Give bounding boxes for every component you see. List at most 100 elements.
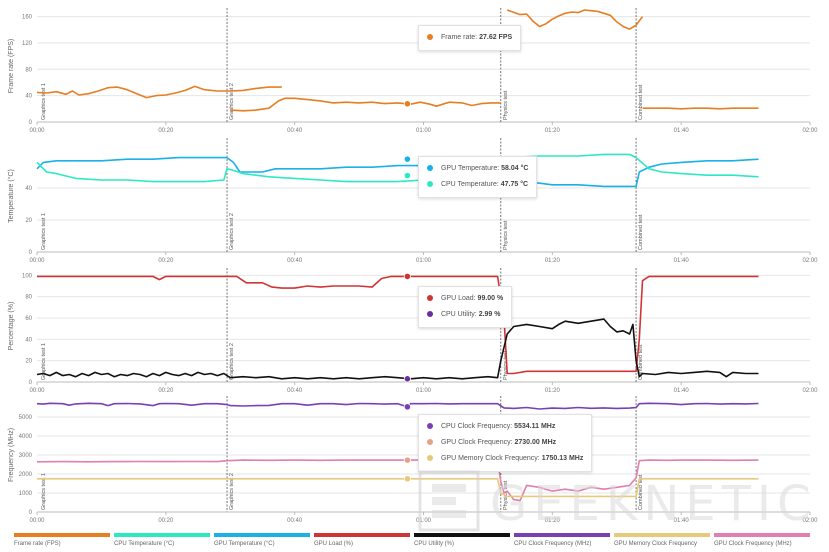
tooltip-label: CPU Utility:	[440, 311, 477, 318]
hover-point	[403, 100, 411, 108]
series-line-3	[37, 478, 759, 498]
y-tick-label: 40	[25, 94, 32, 100]
x-tick-label: 00:00	[29, 258, 45, 264]
x-tick-label: 00:40	[287, 258, 303, 264]
test-label: Graphics test 1	[41, 473, 47, 510]
legend-swatch-gpu-mem-clock[interactable]	[614, 533, 710, 537]
x-tick-label: 01:20	[545, 128, 561, 134]
legend-swatch-cpu-clock[interactable]	[514, 533, 610, 537]
y-axis-label: Temperature (°C)	[7, 169, 15, 223]
y-tick-label: 20	[25, 218, 32, 224]
series-line-2	[36, 153, 759, 183]
y-tick-label: 20	[25, 359, 32, 365]
series-dot-icon	[427, 423, 433, 430]
legend-swatch-cpu-utility[interactable]	[414, 533, 510, 537]
legend-label-cpu-utility[interactable]: CPU Utility (%)	[414, 541, 454, 547]
x-tick-label: 01:00	[416, 518, 432, 524]
tooltip-frequency: CPU Clock Frequency: 5534.11 MHz GPU Clo…	[418, 414, 593, 472]
series-dot-icon	[427, 165, 433, 172]
y-tick-label: 2000	[19, 472, 33, 478]
series-line-1	[230, 97, 501, 112]
y-tick-label: 0	[29, 380, 33, 386]
tooltip-value: 5534.11 MHz	[514, 423, 556, 430]
chart-panel-2: 0 20 40 00:00 00:20 00:40 01:00 01:20 01:40 02:00…	[7, 138, 818, 264]
tooltip-frame-rate: Frame rate: 27.62 FPS	[418, 25, 522, 51]
y-tick-label: 0	[29, 510, 33, 516]
x-tick-label: 01:40	[674, 128, 690, 134]
legend-label-gpu-temp[interactable]: GPU Temperature (°C)	[214, 541, 275, 547]
legend-swatch-gpu-temp[interactable]	[214, 533, 310, 537]
series-line-1	[36, 85, 282, 99]
tooltip-label: Frame rate:	[440, 34, 478, 41]
tooltip-value: 2.99 %	[478, 311, 501, 318]
tooltip-label: GPU Clock Frequency:	[440, 439, 513, 446]
tooltip-value: 47.75 °C	[500, 181, 529, 188]
tooltip-label: GPU Memory Clock Frequency:	[440, 455, 540, 462]
legend-label-gpu-load[interactable]: GPU Load (%)	[314, 541, 354, 547]
test-label: Combined test	[638, 474, 644, 510]
hover-point	[403, 403, 411, 411]
legend-label-cpu-temp[interactable]: CPU Temperature (°C)	[114, 541, 175, 547]
y-tick-label: 40	[25, 186, 32, 192]
x-tick-label: 00:20	[158, 258, 174, 264]
x-tick-label: 00:20	[158, 388, 174, 394]
y-tick-label: 4000	[19, 434, 33, 440]
test-label: Graphics test 2	[229, 83, 235, 120]
charts-canvas: 0 40 80 120 160 00:00 00:20 00:40 01:00 01:20 01:4…	[7, 8, 818, 524]
tooltip-row: CPU Utility: 2.99 %	[427, 307, 503, 323]
legend-swatch-gpu-clock[interactable]	[714, 533, 810, 537]
x-tick-label: 00:40	[287, 388, 303, 394]
x-tick-label: 01:20	[545, 258, 561, 264]
tooltip-label: GPU Temperature:	[440, 165, 500, 172]
series-line-1	[36, 402, 759, 410]
x-tick-label: 01:40	[674, 388, 690, 394]
x-tick-label: 01:00	[416, 128, 432, 134]
y-tick-label: 160	[22, 15, 33, 21]
y-axis-label: Frequency (MHz)	[8, 428, 15, 482]
y-tick-label: 0	[29, 120, 33, 126]
series-dot-icon	[427, 295, 433, 302]
legend-label-cpu-clock[interactable]: CPU Clock Frequency (MHz)	[514, 541, 592, 547]
legend-label-frame-rate[interactable]: Frame rate (FPS)	[14, 541, 61, 547]
y-tick-label: 80	[25, 67, 32, 73]
test-label: Physics test	[503, 220, 509, 250]
watermark-text: GEEKNETIC	[490, 476, 813, 532]
x-tick-label: 00:40	[287, 128, 303, 134]
series-line-1	[506, 9, 644, 30]
geeknetic-logo: GEEKNETIC	[418, 470, 813, 532]
legend-swatch-frame-rate[interactable]	[14, 533, 110, 537]
x-tick-label: 02:00	[802, 258, 818, 264]
tooltip-label: CPU Clock Frequency:	[440, 423, 513, 430]
tooltip-row: GPU Clock Frequency: 2730.00 MHz	[427, 435, 583, 451]
x-tick-label: 02:00	[802, 128, 818, 134]
hover-point	[403, 172, 411, 180]
x-tick-label: 01:20	[545, 388, 561, 394]
y-tick-label: 3000	[19, 453, 33, 459]
y-tick-label: 120	[22, 41, 33, 47]
y-tick-label: 80	[25, 295, 32, 301]
chart-panel-3: 0 20 40 60 80 100 00:00 00:20 00:40 01:00 01:20 01:…	[8, 268, 818, 394]
x-tick-label: 00:00	[29, 388, 45, 394]
test-label: Graphics test 2	[229, 213, 235, 250]
x-tick-label: 00:20	[158, 128, 174, 134]
tooltip-row: Frame rate: 27.62 FPS	[427, 30, 512, 46]
legend-label-gpu-clock[interactable]: GPU Clock Frequency (MHz)	[714, 541, 792, 547]
series-dot-icon	[427, 439, 433, 446]
legend-swatch-cpu-temp[interactable]	[114, 533, 210, 537]
legend-swatch-gpu-load[interactable]	[314, 533, 410, 537]
series-dot-icon	[427, 181, 433, 188]
x-tick-label: 01:40	[674, 518, 690, 524]
x-tick-label: 01:00	[416, 388, 432, 394]
legend-label-gpu-mem-clock[interactable]: GPU Memory Clock Frequency	[614, 541, 698, 547]
hover-point	[403, 456, 411, 464]
x-tick-label: 01:40	[674, 258, 690, 264]
tooltip-value: 58.04 °C	[501, 165, 529, 172]
x-tick-label: 00:40	[287, 518, 303, 524]
series-dot-icon	[427, 34, 433, 41]
hover-point	[403, 375, 411, 383]
test-label: Physics test	[503, 350, 509, 380]
test-label: Combined test	[638, 214, 644, 250]
series-line-2	[36, 459, 759, 502]
test-label: Graphics test 2	[229, 343, 235, 380]
y-tick-label: 0	[29, 250, 33, 256]
